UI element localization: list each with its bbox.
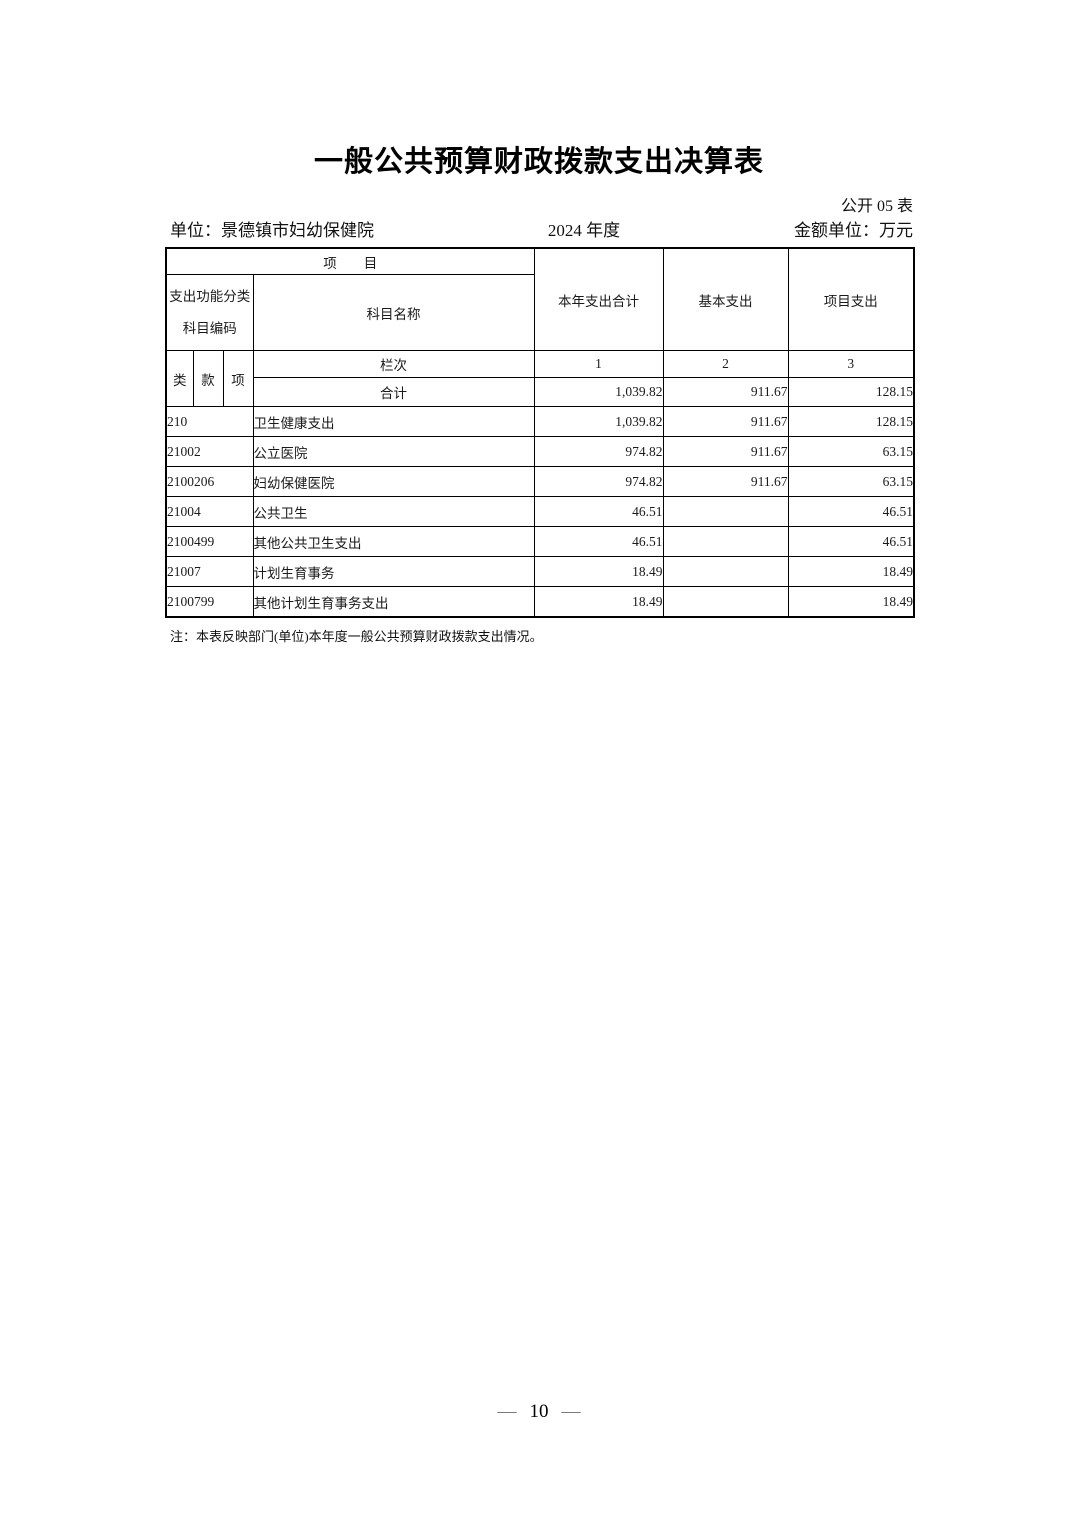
subject-name-cell: 公立医院 xyxy=(252,436,535,467)
code-cell: 210 xyxy=(165,406,254,437)
code-cell: 21004 xyxy=(165,496,254,527)
code-cell: 2100799 xyxy=(165,586,254,618)
section-col-header-cell: 款 xyxy=(192,350,224,407)
project-value-cell: 46.51 xyxy=(787,526,915,557)
total-row-total-cell: 1,039.82 xyxy=(533,377,664,407)
basic-value-cell: 911.67 xyxy=(662,406,789,437)
table-meta-row: 单位：景德镇市妇幼保健院 2024 年度 金额单位：万元 xyxy=(165,216,913,241)
amount-unit-label: 金额单位：万元 xyxy=(794,221,913,240)
total-value-cell: 18.49 xyxy=(533,556,664,587)
subject-name-cell: 卫生健康支出 xyxy=(252,406,535,437)
basic-value-cell: 911.67 xyxy=(662,436,789,467)
footer-dash-left: — xyxy=(497,1401,517,1422)
table-note: 注：本表反映部门(单位)本年度一般公共预算财政拨款支出情况。 xyxy=(170,629,543,644)
table-row: 21007 计划生育事务 18.49 18.49 xyxy=(165,556,915,587)
subject-name-cell: 妇幼保健医院 xyxy=(252,466,535,497)
table-row: 210 卫生健康支出 1,039.82 911.67 128.15 xyxy=(165,406,915,437)
project-value-cell: 46.51 xyxy=(787,496,915,527)
header-row-project: 项 目 本年支出合计 基本支出 项目支出 xyxy=(165,247,915,351)
table-row: 2100799 其他计划生育事务支出 18.49 18.49 xyxy=(165,586,915,618)
basic-value-cell xyxy=(662,586,789,618)
project-value-cell: 63.15 xyxy=(787,466,915,497)
column-index-label-cell: 栏次 xyxy=(252,350,535,378)
total-row-label-cell: 合计 xyxy=(252,377,535,407)
project-expenditure-header-cell: 项目支出 xyxy=(787,247,915,351)
function-code-header-cell: 支出功能分类 科目编码 xyxy=(165,274,254,351)
total-value-cell: 1,039.82 xyxy=(533,406,664,437)
code-cell: 2100499 xyxy=(165,526,254,557)
header-row-subject: 支出功能分类 科目编码 科目名称 xyxy=(165,274,914,351)
total-value-cell: 46.51 xyxy=(533,526,664,557)
table-row: 21004 公共卫生 46.51 46.51 xyxy=(165,496,915,527)
unit-label: 单位：景德镇市妇幼保健院 xyxy=(170,221,374,240)
basic-value-cell: 911.67 xyxy=(662,466,789,497)
class-col-header-cell: 类 xyxy=(165,350,194,407)
column-index-3: 3 xyxy=(787,350,915,378)
item-col-header-cell: 项 xyxy=(222,350,254,407)
total-row: 合计 1,039.82 911.67 128.15 xyxy=(166,377,915,407)
function-code-header-line1: 支出功能分类 xyxy=(169,289,251,305)
basic-value-cell xyxy=(662,526,789,557)
project-value-cell: 18.49 xyxy=(787,586,915,618)
table-row: 21002 公立医院 974.82 911.67 63.15 xyxy=(165,436,915,467)
subject-name-cell: 其他公共卫生支出 xyxy=(252,526,535,557)
column-index-2: 2 xyxy=(662,350,789,378)
page-number: 10 xyxy=(529,1401,549,1422)
basic-value-cell xyxy=(662,496,789,527)
basic-value-cell xyxy=(662,556,789,587)
code-cell: 21002 xyxy=(165,436,254,467)
year-label: 2024 年度 xyxy=(547,221,621,240)
project-value-cell: 18.49 xyxy=(787,556,915,587)
column-index-row: 类 款 项 栏次 1 2 3 xyxy=(165,350,915,407)
subject-name-header-cell: 科目名称 xyxy=(252,274,535,351)
column-index-1: 1 xyxy=(533,350,664,378)
total-value-cell: 974.82 xyxy=(533,466,664,497)
subject-name-cell: 公共卫生 xyxy=(252,496,535,527)
total-value-cell: 46.51 xyxy=(533,496,664,527)
table-row: 2100206 妇幼保健医院 974.82 911.67 63.15 xyxy=(165,466,915,497)
subject-name-cell: 计划生育事务 xyxy=(252,556,535,587)
project-group-header-cell: 项 目 xyxy=(165,247,535,275)
expenditure-table: 项 目 本年支出合计 基本支出 项目支出 支出功能分类 科目编码 科目名称 类 … xyxy=(165,247,915,618)
page-title: 一般公共预算财政拨款支出决算表 xyxy=(313,146,764,178)
form-code-label: 公开 05 表 xyxy=(840,198,913,215)
total-row-basic-cell: 911.67 xyxy=(662,377,789,407)
basic-expenditure-header-cell: 基本支出 xyxy=(662,247,789,351)
project-value-cell: 63.15 xyxy=(787,436,915,467)
total-value-cell: 974.82 xyxy=(533,436,664,467)
code-cell: 2100206 xyxy=(165,466,254,497)
function-code-header-line2: 科目编码 xyxy=(182,320,237,336)
total-expenditure-header-cell: 本年支出合计 xyxy=(533,247,664,351)
subject-name-cell: 其他计划生育事务支出 xyxy=(252,586,535,618)
code-cell: 21007 xyxy=(165,556,254,587)
footer-dash-right: — xyxy=(561,1401,581,1422)
total-row-project-cell: 128.15 xyxy=(787,377,915,407)
total-value-cell: 18.49 xyxy=(533,586,664,618)
table-row: 2100499 其他公共卫生支出 46.51 46.51 xyxy=(165,526,915,557)
page-footer: — 10 — xyxy=(165,1401,913,1423)
project-value-cell: 128.15 xyxy=(787,406,915,437)
